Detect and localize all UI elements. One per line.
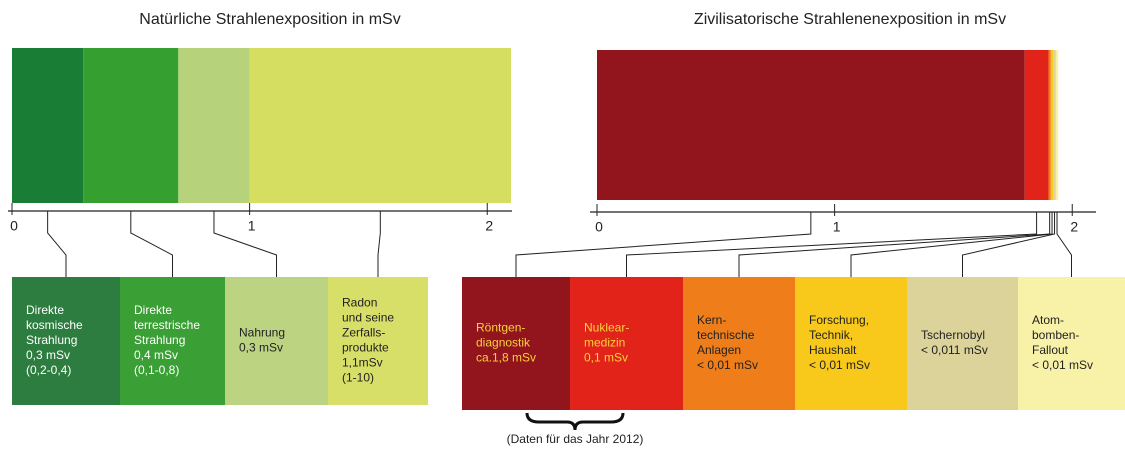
legend-text: technische xyxy=(697,328,755,342)
legend-text: Nuklear- xyxy=(584,321,629,335)
legend-text: 0,3 mSv xyxy=(26,348,70,362)
legend-text: 0,4 mSv xyxy=(134,348,178,362)
legend-text: terrestrische xyxy=(134,318,200,332)
legend-text: produkte xyxy=(342,341,389,355)
legend-text: und seine xyxy=(342,311,394,325)
legend-box xyxy=(1018,277,1125,410)
bar-segment xyxy=(249,48,511,203)
bar-segment xyxy=(1055,50,1059,200)
legend-text: bomben- xyxy=(1032,328,1079,342)
legend-text: medizin xyxy=(584,336,625,350)
connector xyxy=(738,212,1051,277)
legend-box xyxy=(683,277,795,410)
legend-text: Kern- xyxy=(697,313,726,327)
connector xyxy=(962,212,1056,277)
connector xyxy=(47,211,67,277)
bar-segment xyxy=(1024,50,1049,200)
legend-text: Atom- xyxy=(1032,313,1064,327)
brace xyxy=(525,412,625,431)
legend-text: Fallout xyxy=(1032,343,1069,357)
bar-segment xyxy=(1048,50,1051,200)
legend-text: Haushalt xyxy=(809,343,857,357)
connector xyxy=(850,212,1053,277)
bar-segment xyxy=(178,48,250,203)
legend-text: diagnostik xyxy=(476,336,531,350)
legend-text: < 0,011 mSv xyxy=(921,343,988,357)
connector xyxy=(515,212,812,277)
legend-box xyxy=(12,277,120,405)
legend-text: Anlagen xyxy=(697,343,741,357)
legend-text: (0,2-0,4) xyxy=(26,363,71,377)
connector xyxy=(1056,212,1072,277)
legend-box xyxy=(328,277,428,405)
legend-text: (0,1-0,8) xyxy=(134,363,179,377)
legend-text: Tschernobyl xyxy=(921,328,985,342)
legend-text: < 0,01 mSv xyxy=(809,358,870,372)
legend-box xyxy=(795,277,907,410)
legend-text: < 0,01 mSv xyxy=(697,358,758,372)
legend-text: < 0,01 mSv xyxy=(1032,358,1093,372)
bar-segment xyxy=(1053,50,1056,200)
legend-text: Direkte xyxy=(26,303,64,317)
connector xyxy=(213,211,277,277)
legend-text: Strahlung xyxy=(134,333,185,347)
bar-segment xyxy=(1050,50,1054,200)
connector xyxy=(130,211,173,277)
legend-text: Technik, xyxy=(809,328,853,342)
legend-text: 0,1 mSv xyxy=(584,351,628,365)
legend-box xyxy=(120,277,225,405)
connector xyxy=(626,212,1038,277)
connector xyxy=(377,211,381,277)
legend-box xyxy=(462,277,570,410)
footnote: (Daten für das Jahr 2012) xyxy=(507,432,644,446)
legend-box xyxy=(570,277,683,410)
x-tick-label: 0 xyxy=(595,219,603,235)
legend-box xyxy=(907,277,1018,410)
legend-text: Zerfalls- xyxy=(342,326,385,340)
legend-text: kosmische xyxy=(26,318,83,332)
legend-text: 0,3 mSv xyxy=(239,341,283,355)
bar-segment xyxy=(83,48,179,203)
x-tick-label: 2 xyxy=(485,218,493,234)
chart-title: Natürliche Strahlenexposition in mSv xyxy=(139,11,400,28)
legend-box xyxy=(225,277,328,405)
legend-text: Nahrung xyxy=(239,326,285,340)
legend-text: ca.1,8 mSv xyxy=(476,351,536,365)
legend-text: Radon xyxy=(342,296,377,310)
x-tick-label: 0 xyxy=(10,218,18,234)
chart-title: Zivilisatorische Strahlenenexposition in… xyxy=(694,11,1006,28)
legend-text: 1,1mSv xyxy=(342,356,383,370)
x-tick-label: 1 xyxy=(833,219,841,235)
bar-segment xyxy=(12,48,84,203)
legend-text: Direkte xyxy=(134,303,172,317)
x-tick-label: 2 xyxy=(1070,219,1078,235)
legend-text: Strahlung xyxy=(26,333,77,347)
x-tick-label: 1 xyxy=(248,218,256,234)
legend-text: Röntgen- xyxy=(476,321,525,335)
legend-text: Forschung, xyxy=(809,313,869,327)
legend-text: (1-10) xyxy=(342,371,374,385)
bar-segment xyxy=(597,50,1025,200)
